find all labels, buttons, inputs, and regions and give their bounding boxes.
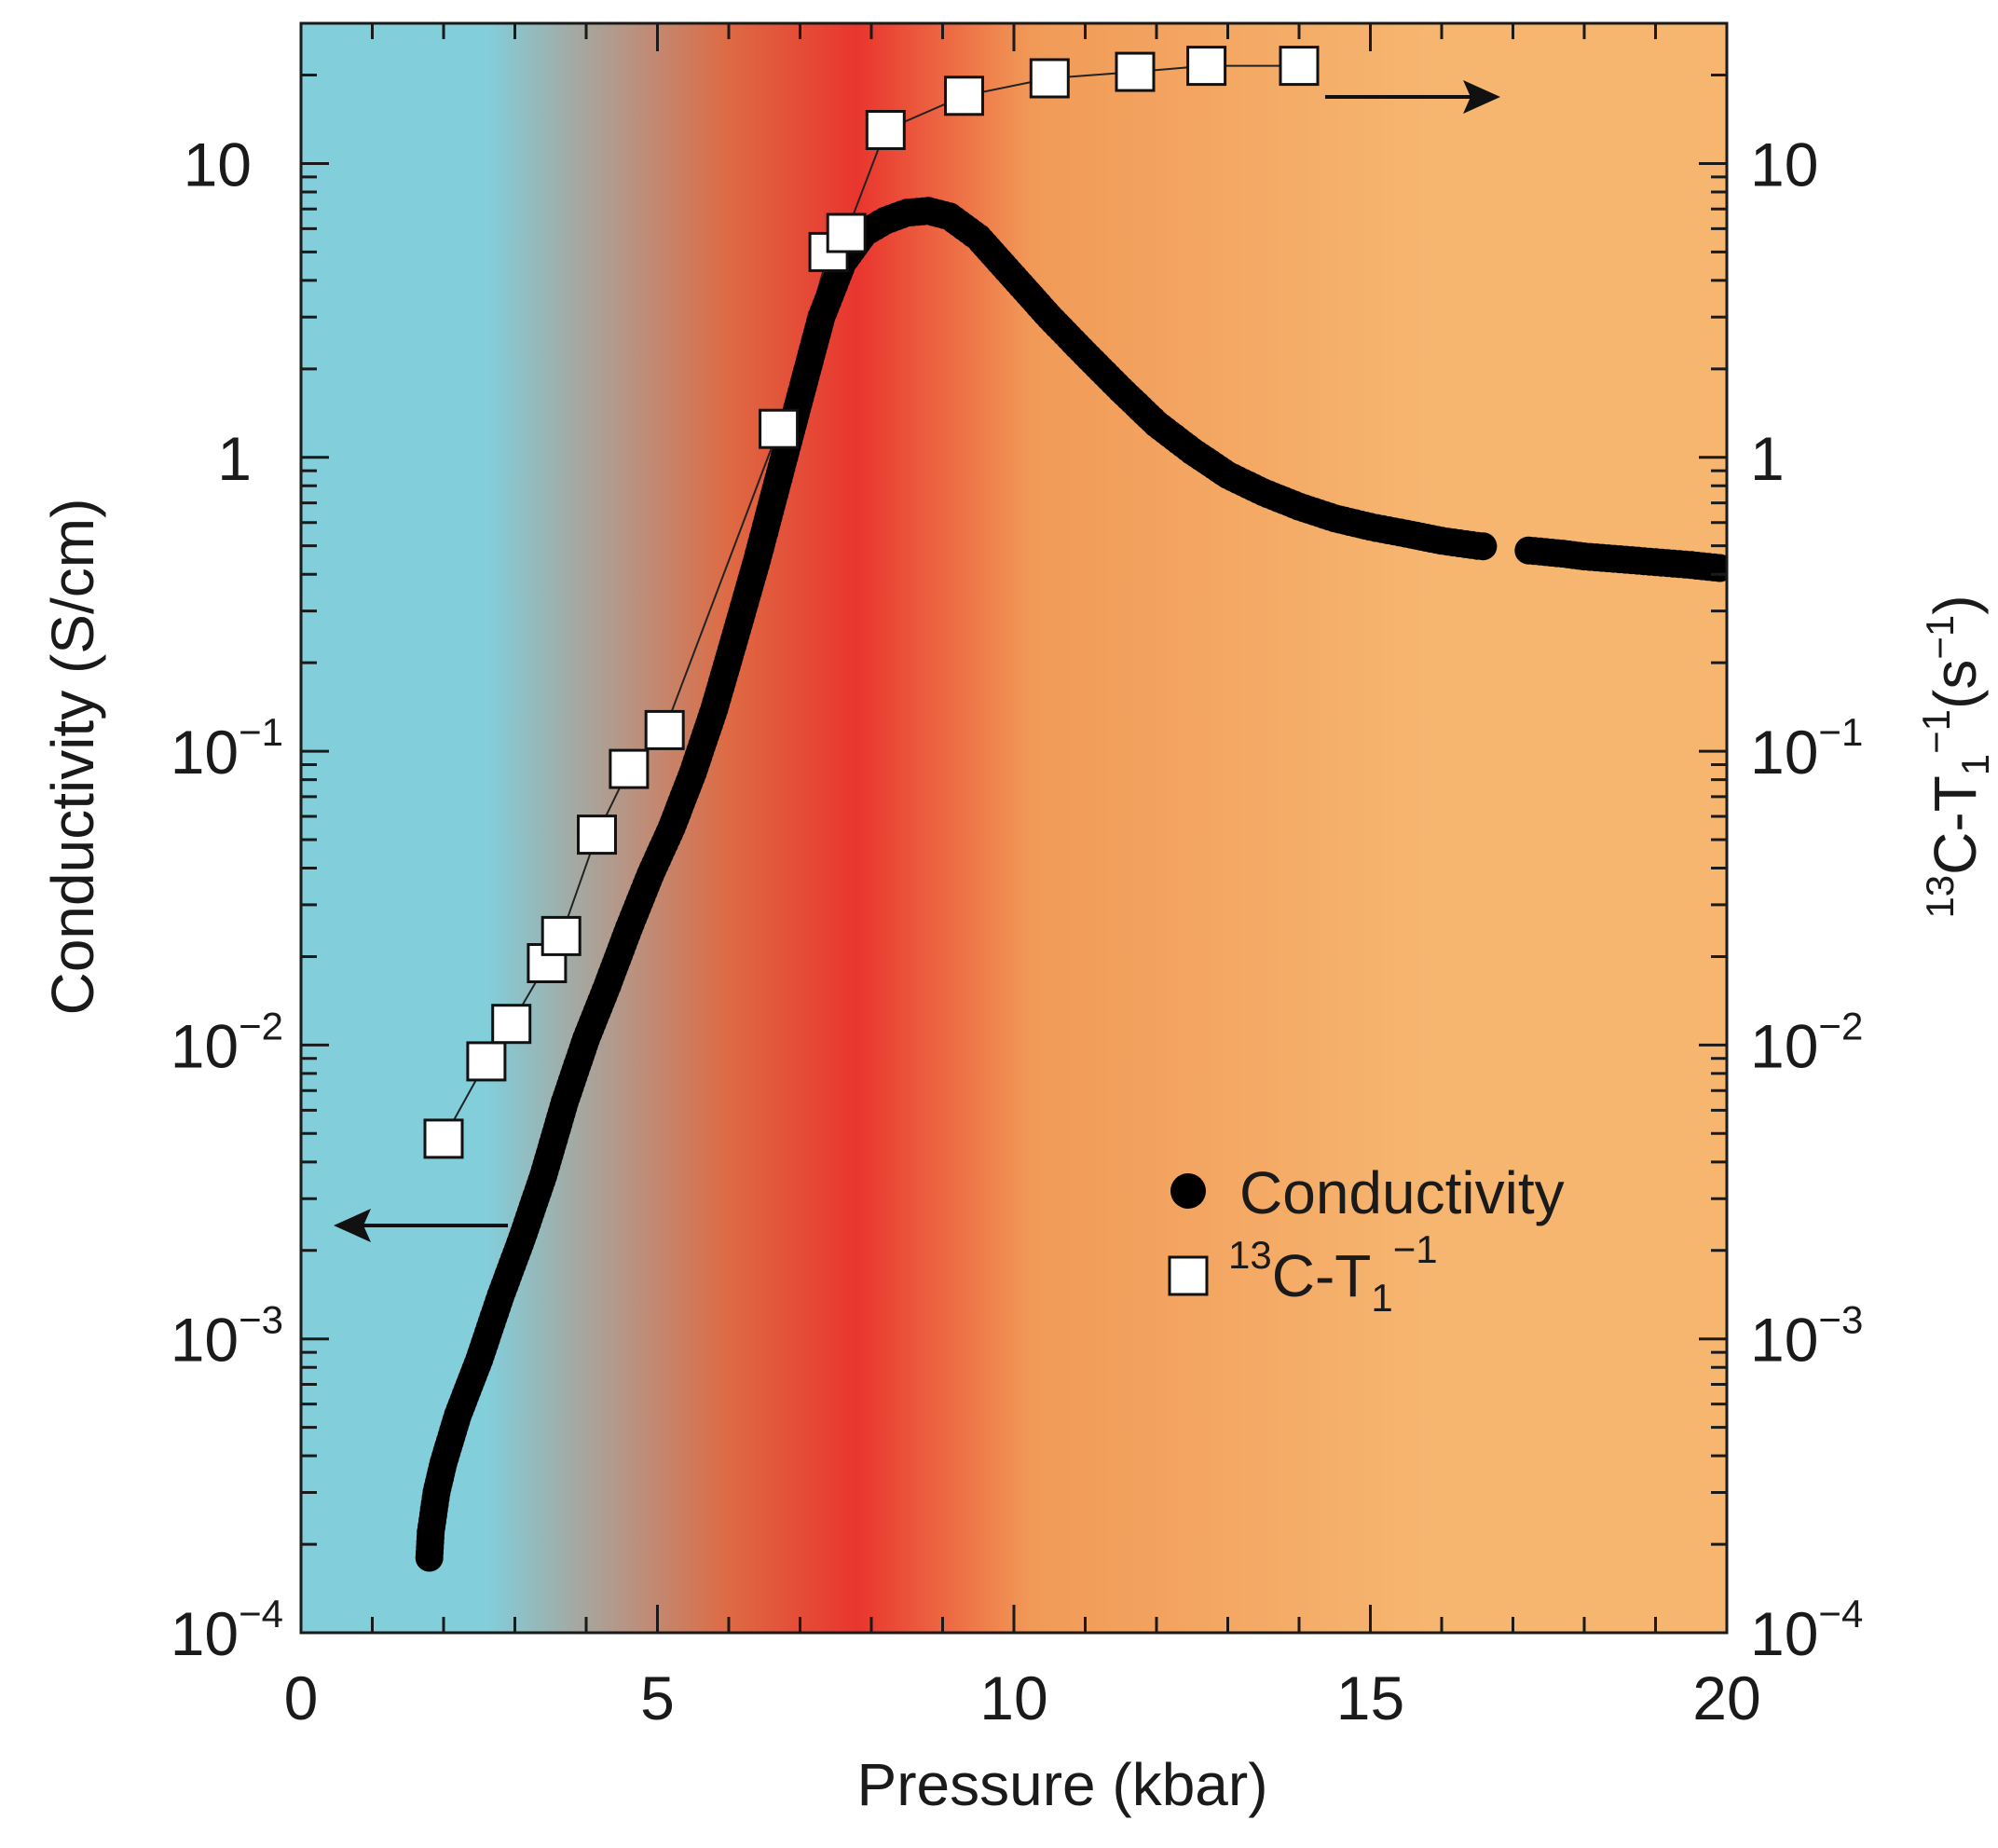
t1-point	[1115, 51, 1156, 92]
legend-conductivity-label: Conductivity	[1239, 1159, 1565, 1226]
y-left-tick-label: 10−3	[171, 1298, 283, 1375]
t1-point	[1279, 46, 1320, 87]
y-left-tick-label: 1	[217, 424, 252, 493]
x-tick-label: 10	[979, 1663, 1047, 1732]
x-tick-label: 20	[1692, 1663, 1760, 1732]
axis-ticks	[299, 21, 1729, 1635]
y-right-tick-label: 10	[1750, 130, 1818, 198]
t1-point	[1186, 46, 1227, 87]
right-axis-arrow	[1325, 80, 1500, 114]
t1-point	[759, 408, 800, 449]
y-right-title-unit: (s	[1922, 660, 1989, 709]
t1-point	[466, 1041, 507, 1082]
x-tick-label: 0	[284, 1663, 319, 1732]
t1-point	[609, 748, 650, 789]
y-left-tick-label: 10	[184, 130, 252, 198]
t1-point	[944, 75, 984, 116]
y-left-tick-label: 10−4	[171, 1592, 283, 1668]
y-right-title-mass: 13	[1918, 875, 1962, 919]
t1-point	[644, 709, 685, 750]
conductivity-point	[1469, 532, 1498, 561]
y-right-title-base: C-T	[1922, 775, 1989, 875]
y-right-title-pow: −1	[1914, 709, 1958, 754]
conductivity-point	[1705, 554, 1727, 582]
legend-t1-marker	[1168, 1255, 1209, 1296]
legend-t1-sub: 1	[1371, 1276, 1392, 1320]
t1-point	[1029, 58, 1070, 99]
y-right-title-sub: 1	[1953, 754, 1997, 775]
legend-t1-mass: 13	[1228, 1233, 1272, 1277]
t1-point	[865, 110, 906, 150]
y-left-tick-label: 10−1	[171, 710, 283, 787]
t1-point	[423, 1118, 464, 1159]
legend-conductivity-marker	[1170, 1173, 1206, 1209]
plot-area	[415, 46, 1727, 1572]
y-right-tick-label: 10−2	[1750, 1004, 1863, 1080]
y-right-tick-label: 10−1	[1750, 710, 1863, 787]
y-left-tick-labels: 10−4 10−3 10−2 10−1 1 10	[171, 130, 283, 1668]
y-right-tick-label: 10−3	[1750, 1298, 1863, 1375]
legend: Conductivity 13C-T1−1	[1168, 1159, 1565, 1320]
t1-point	[541, 915, 582, 956]
y-left-tick-label: 10−2	[171, 1004, 283, 1080]
y-right-tick-labels: 10−4 10−3 10−2 10−1 1 10	[1750, 130, 1863, 1668]
x-axis-title: Pressure (kbar)	[857, 1751, 1268, 1818]
legend-t1-pow: −1	[1393, 1227, 1438, 1271]
y-left-axis-title: Conductivity (S/cm)	[39, 499, 106, 1016]
t1-point	[826, 212, 867, 253]
y-right-title-unit-exp: −1	[1918, 615, 1962, 660]
y-right-title-unit-close: )	[1922, 595, 1989, 614]
y-right-tick-label: 1	[1750, 424, 1785, 493]
t1-series	[423, 46, 1320, 1159]
t1-point	[577, 814, 617, 856]
left-axis-arrow	[334, 1209, 508, 1242]
y-right-tick-label: 10−4	[1750, 1592, 1863, 1668]
legend-t1-base: C-T	[1272, 1242, 1372, 1309]
x-tick-label: 5	[640, 1663, 675, 1732]
t1-point	[491, 1004, 532, 1045]
x-tick-labels: 0 5 10 15 20	[284, 1663, 1761, 1732]
y-right-axis-title: 13C-T1−1(s−1)	[1914, 595, 1997, 918]
legend-t1-label: 13C-T1−1	[1228, 1227, 1438, 1320]
x-tick-label: 15	[1336, 1663, 1404, 1732]
